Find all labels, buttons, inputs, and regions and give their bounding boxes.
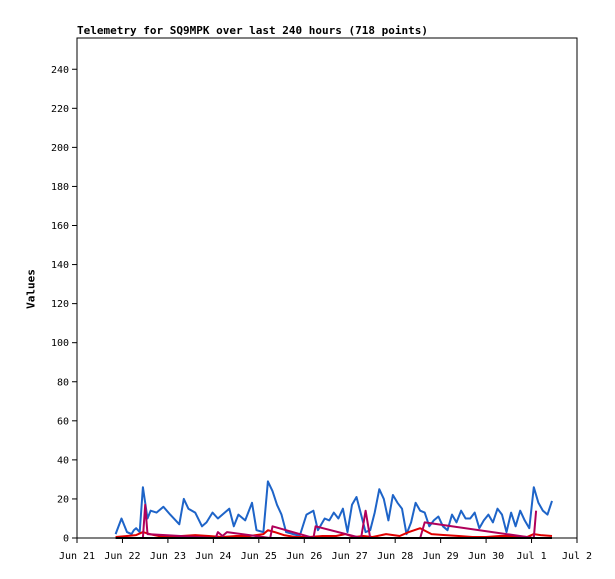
y-axis: 0 20 40 60 80 100 120 140 160 180 200 220 240 bbox=[51, 65, 77, 545]
y-tick-label: 200 bbox=[51, 143, 69, 154]
y-tick-label: 220 bbox=[51, 104, 69, 115]
y-tick-label: 120 bbox=[51, 299, 69, 310]
x-tick-label: Jun 25 bbox=[241, 551, 277, 562]
y-tick-label: 20 bbox=[57, 494, 69, 505]
y-tick-label: 60 bbox=[57, 416, 69, 427]
y-tick-label: 0 bbox=[63, 534, 69, 545]
y-tick-label: 180 bbox=[51, 182, 69, 193]
y-axis-label: Values bbox=[24, 269, 38, 309]
y-tick-label: 80 bbox=[57, 377, 69, 388]
x-tick-label: Jun 23 bbox=[150, 551, 186, 562]
y-tick-label: 40 bbox=[57, 455, 69, 466]
y-tick-label: 240 bbox=[51, 65, 69, 76]
x-tick-label: Jun 24 bbox=[195, 551, 231, 562]
x-tick-label: Jun 28 bbox=[377, 551, 413, 562]
series-layer bbox=[114, 480, 553, 539]
x-tick-label: Jun 30 bbox=[468, 551, 504, 562]
y-tick-label: 100 bbox=[51, 338, 69, 349]
x-axis: Jun 21 Jun 22 Jun 23 Jun 24 Jun 25 Jun 26 Jun … bbox=[59, 538, 592, 562]
x-tick-label: Jul 2 bbox=[562, 551, 592, 562]
x-tick-label: Jun 27 bbox=[332, 551, 368, 562]
y-tick-label: 140 bbox=[51, 260, 69, 271]
chart-title: Telemetry for SQ9MPK over last 240 hours… bbox=[77, 24, 428, 37]
x-tick-label: Jun 26 bbox=[286, 551, 322, 562]
x-tick-label: Jul 1 bbox=[516, 551, 546, 562]
x-tick-label: Jun 22 bbox=[104, 551, 140, 562]
x-tick-label: Jun 21 bbox=[59, 551, 95, 562]
series-line-1 bbox=[114, 480, 553, 537]
y-tick-label: 160 bbox=[51, 221, 69, 232]
x-tick-label: Jun 29 bbox=[423, 551, 459, 562]
plot-area bbox=[76, 37, 578, 539]
